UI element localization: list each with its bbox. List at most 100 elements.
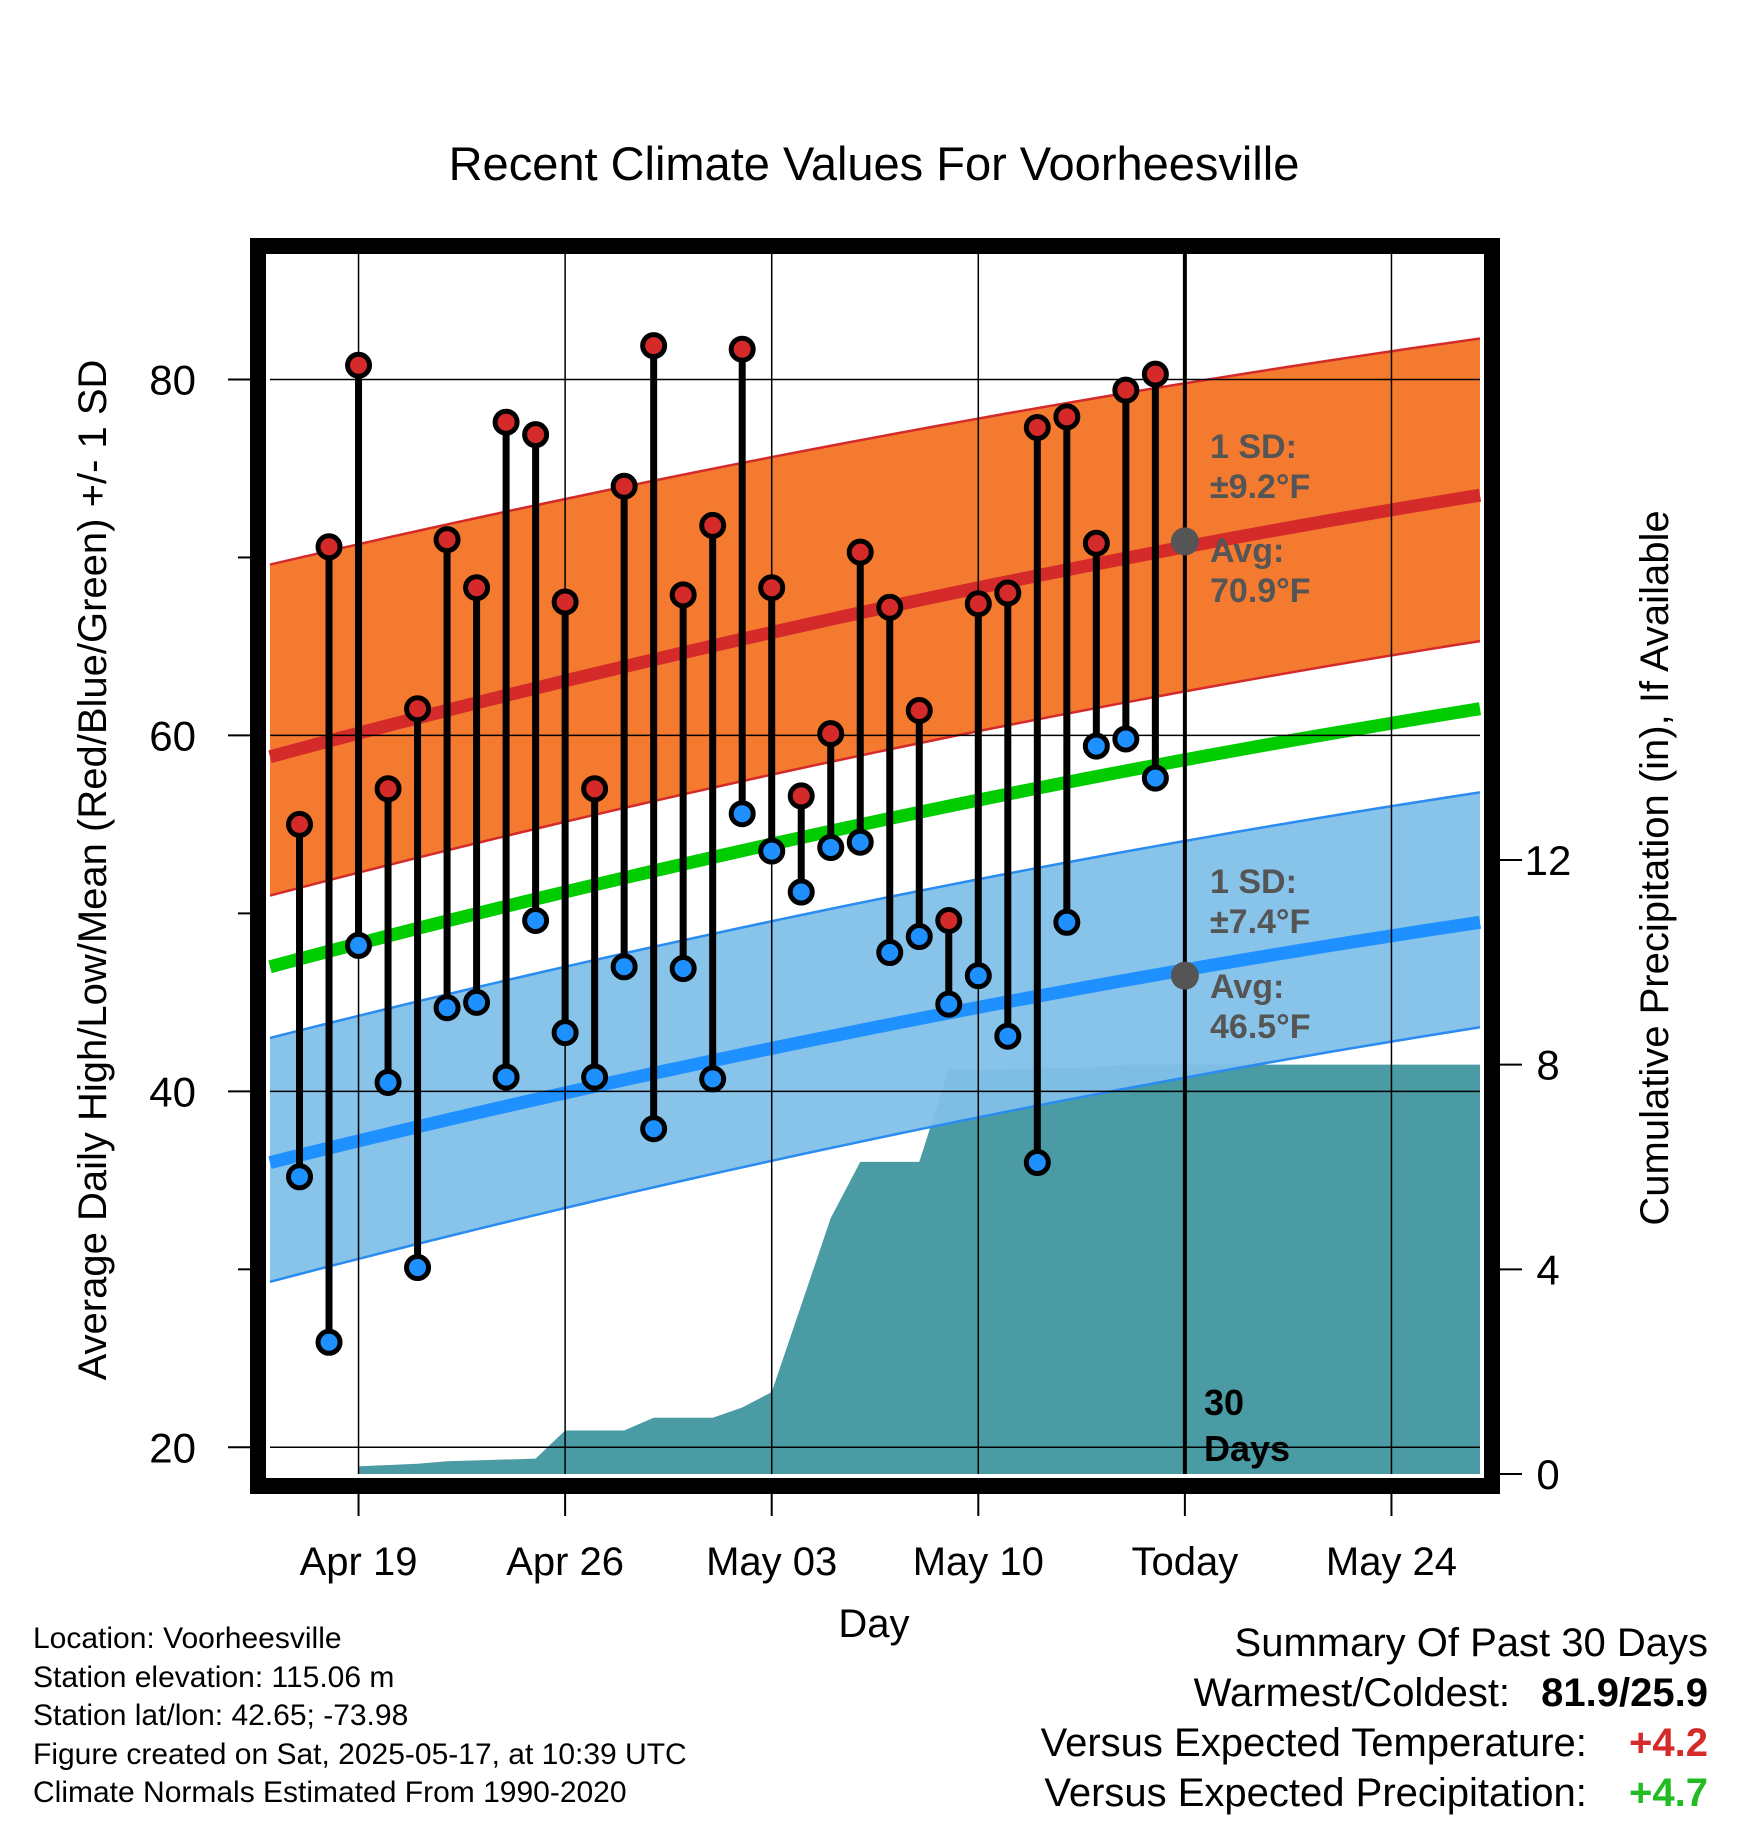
location-text: Location: Voorheesville: [33, 1622, 342, 1655]
low-temp-point: [669, 955, 697, 983]
high-temp-point: [345, 351, 373, 379]
low-temp-point: [374, 1068, 402, 1096]
high-temp-point: [581, 775, 609, 803]
summary-title: Summary Of Past 30 Days: [1234, 1621, 1708, 1665]
high-temp-point: [846, 538, 874, 566]
summary-temp-row: Versus Expected Temperature: +4.2: [1041, 1718, 1708, 1768]
low-temp-point: [610, 953, 638, 981]
low-temp-point: [433, 994, 461, 1022]
x-tick-label: May 03: [706, 1540, 837, 1584]
y2-axis-label: Cumulative Precipitation (in), If Availa…: [1633, 510, 1677, 1225]
low-avg-label: Avg:: [1210, 968, 1284, 1006]
low-avg-value: 46.5°F: [1210, 1008, 1311, 1046]
y-axis-label: Average Daily High/Low/Mean (Red/Blue/Gr…: [71, 360, 115, 1381]
high-sd-value: ±9.2°F: [1210, 468, 1310, 506]
low-temp-point: [1112, 725, 1140, 753]
observations-layer: [286, 332, 1169, 1356]
latlon-text: Station lat/lon: 42.65; -73.98: [33, 1699, 409, 1732]
high-avg-label: Avg:: [1210, 532, 1284, 570]
low-sd-value: ±7.4°F: [1210, 903, 1310, 941]
high-temp-point: [286, 810, 314, 838]
high-temp-point: [905, 697, 933, 725]
normal-bands-layer: [268, 337, 1482, 1283]
precipitation-layer: [358, 1064, 1480, 1474]
low-band-lower-edge: [269, 1026, 1481, 1283]
low-normal-line: [268, 915, 1481, 1169]
summary-warm-cold-row: Warmest/Coldest: 81.9/25.9: [1041, 1668, 1708, 1718]
low-normal-band: [270, 792, 1480, 1282]
warm-cold-label: Warmest/Coldest:: [1193, 1671, 1511, 1715]
high-temp-point: [876, 593, 904, 621]
high-temp-point: [964, 590, 992, 618]
high-temp-point: [699, 511, 727, 539]
y2-tick-label: 4: [1536, 1246, 1559, 1293]
station-info: Location: Voorheesville Station elevatio…: [33, 1620, 687, 1813]
y-tick-label: 40: [149, 1068, 196, 1115]
high-temp-point: [640, 332, 668, 360]
low-temp-point: [817, 834, 845, 862]
temp-label: Versus Expected Temperature:: [1040, 1721, 1587, 1765]
low-temp-point: [551, 1019, 579, 1047]
low-temp-point: [463, 988, 491, 1016]
high-temp-point: [522, 421, 550, 449]
chart-title: Recent Climate Values For Voorheesville: [449, 137, 1300, 190]
y-tick-label: 80: [149, 356, 196, 403]
axes-layer: 20 40 60 80 0 4 8 12 Apr 19 Apr 26 May 03 May 10 Tod…: [149, 238, 1572, 1584]
low-temp-point: [876, 939, 904, 967]
high-band-lower-edge: [269, 639, 1481, 897]
high-sd-label: 1 SD:: [1210, 428, 1297, 466]
y2-tick-label: 12: [1525, 837, 1572, 884]
elevation-text: Station elevation: 115.06 m: [33, 1660, 395, 1694]
high-temp-point: [463, 574, 491, 602]
high-temp-point: [994, 579, 1022, 607]
high-temp-point: [1141, 360, 1169, 388]
low-temp-point: [758, 837, 786, 865]
low-sd-label: 1 SD:: [1210, 863, 1297, 901]
y2-tick-label: 8: [1536, 1042, 1559, 1089]
high-temp-point: [492, 408, 520, 436]
high-temp-point: [728, 335, 756, 363]
low-temp-point: [1023, 1149, 1051, 1177]
high-avg-marker: [1170, 527, 1199, 556]
low-temp-point: [1053, 908, 1081, 936]
summary-panel: Summary Of Past 30 Days Warmest/Coldest:…: [1041, 1618, 1708, 1818]
low-temp-point: [935, 990, 963, 1018]
low-temp-point: [1082, 732, 1110, 760]
annotations-layer: 1 SD: ±9.2°F Avg: 70.9°F 1 SD: ±7.4°F Av…: [1204, 428, 1311, 1469]
mean-normal-line: [268, 702, 1482, 974]
low-temp-point: [728, 800, 756, 828]
low-temp-point: [581, 1063, 609, 1091]
x-tick-label: Apr 19: [300, 1540, 418, 1584]
low-avg-marker: [1170, 961, 1199, 990]
high-temp-point: [551, 588, 579, 616]
x-tick-label: May 10: [913, 1540, 1044, 1584]
high-avg-value: 70.9°F: [1210, 572, 1311, 610]
warm-cold-value: 81.9/25.9: [1541, 1671, 1708, 1715]
low-temp-point: [315, 1328, 343, 1356]
x-tick-label: Apr 26: [506, 1540, 624, 1584]
low-temp-point: [846, 828, 874, 856]
y-tick-label: 20: [149, 1424, 196, 1471]
high-temp-point: [787, 782, 815, 810]
x-axis-label: Day: [838, 1602, 909, 1646]
low-temp-point: [905, 923, 933, 951]
high-temp-point: [1053, 403, 1081, 431]
precip-value: +4.7: [1629, 1771, 1708, 1815]
high-normal-line: [268, 488, 1482, 764]
low-temp-point: [994, 1022, 1022, 1050]
high-normal-band: [270, 338, 1480, 896]
low-temp-point: [522, 907, 550, 935]
x-tick-label: May 24: [1326, 1540, 1457, 1584]
x-tick-label: Today: [1132, 1540, 1239, 1584]
window-label-line1: 30: [1204, 1382, 1244, 1423]
high-temp-point: [758, 574, 786, 602]
low-temp-point: [699, 1065, 727, 1093]
high-temp-point: [1112, 376, 1140, 404]
low-temp-point: [787, 878, 815, 906]
high-temp-point: [404, 695, 432, 723]
low-temp-point: [640, 1115, 668, 1143]
y2-tick-label: 0: [1536, 1451, 1559, 1498]
high-temp-point: [315, 533, 343, 561]
low-temp-point: [286, 1163, 314, 1191]
